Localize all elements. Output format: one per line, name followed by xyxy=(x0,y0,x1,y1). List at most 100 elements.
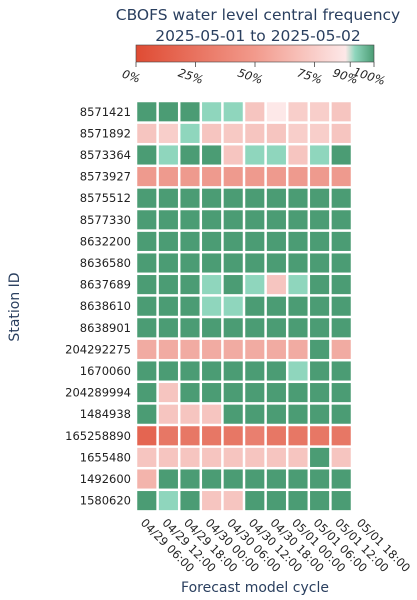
heatmap-cell xyxy=(180,231,200,251)
heatmap-cell xyxy=(180,188,200,208)
heatmap-cell xyxy=(245,231,265,251)
heatmap-cell xyxy=(180,339,200,359)
heatmap-cell xyxy=(331,383,351,403)
heatmap-cell xyxy=(331,469,351,489)
heatmap-cell xyxy=(266,339,286,359)
heatmap-cell xyxy=(288,275,308,295)
heatmap-cell xyxy=(310,339,330,359)
heatmap-cell xyxy=(223,404,243,424)
heatmap-cell xyxy=(245,123,265,143)
heatmap-cell xyxy=(245,102,265,122)
colorbar-tick-label: 75% xyxy=(295,66,324,87)
heatmap-cell xyxy=(180,383,200,403)
heatmap-cell xyxy=(310,123,330,143)
heatmap-cell xyxy=(223,296,243,316)
heatmap-cell xyxy=(158,253,178,273)
heatmap-cell xyxy=(288,318,308,338)
heatmap-cell xyxy=(137,383,157,403)
y-tick-label: 8571892 xyxy=(80,126,131,140)
heatmap-cell xyxy=(137,469,157,489)
heatmap-cell xyxy=(331,339,351,359)
heatmap-cell xyxy=(202,404,222,424)
heatmap-cell xyxy=(245,447,265,467)
heatmap-cell xyxy=(266,275,286,295)
heatmap-cell xyxy=(223,383,243,403)
heatmap-cell xyxy=(310,102,330,122)
heatmap-cell xyxy=(180,491,200,511)
heatmap-cell xyxy=(158,231,178,251)
heatmap-cell xyxy=(180,447,200,467)
heatmap-cell xyxy=(158,469,178,489)
heatmap-cell xyxy=(158,447,178,467)
heatmap-cell xyxy=(310,318,330,338)
heatmap-cell xyxy=(266,361,286,381)
heatmap-cell xyxy=(223,123,243,143)
heatmap-cell xyxy=(288,361,308,381)
heatmap-cell xyxy=(137,296,157,316)
heatmap-cell xyxy=(158,339,178,359)
heatmap-cell xyxy=(310,296,330,316)
y-tick-label: 8575512 xyxy=(80,191,131,205)
y-tick-label: 8577330 xyxy=(80,213,131,227)
heatmap-cell xyxy=(202,123,222,143)
colorbar-tick-label: 50% xyxy=(236,66,265,87)
heatmap-cell xyxy=(223,447,243,467)
heatmap-cell xyxy=(158,426,178,446)
heatmap-cell xyxy=(266,318,286,338)
heatmap-cell xyxy=(288,339,308,359)
heatmap-cell xyxy=(288,123,308,143)
heatmap-cell xyxy=(223,426,243,446)
heatmap-cell xyxy=(180,296,200,316)
heatmap-cell xyxy=(288,253,308,273)
heatmap-cell xyxy=(180,102,200,122)
heatmap-cell xyxy=(266,296,286,316)
heatmap-cell xyxy=(288,102,308,122)
heatmap-cell xyxy=(180,123,200,143)
heatmap-cell xyxy=(202,253,222,273)
heatmap-cell xyxy=(266,447,286,467)
heatmap-cell xyxy=(266,231,286,251)
heatmap-cell xyxy=(158,404,178,424)
y-tick-label: 8573927 xyxy=(80,170,131,184)
heatmap-cell xyxy=(137,491,157,511)
heatmap-cell xyxy=(137,275,157,295)
heatmap-cell xyxy=(331,318,351,338)
y-tick-label: 8632200 xyxy=(80,234,131,248)
heatmap-cell xyxy=(245,383,265,403)
heatmap-cell xyxy=(202,102,222,122)
heatmap-cell xyxy=(202,210,222,230)
heatmap-cell xyxy=(310,426,330,446)
heatmap-cell xyxy=(288,296,308,316)
heatmap-cell xyxy=(310,447,330,467)
heatmap-cell xyxy=(245,426,265,446)
y-tick-label: 1670060 xyxy=(80,364,131,378)
heatmap-cell xyxy=(331,426,351,446)
heatmap-cell xyxy=(137,123,157,143)
heatmap-cell xyxy=(202,145,222,165)
heatmap-cell xyxy=(180,167,200,187)
heatmap-cell xyxy=(158,296,178,316)
heatmap-cell xyxy=(137,167,157,187)
y-axis-ticks: 8571421 8571892 8573364 8573927 8575512 85773… xyxy=(65,105,131,508)
colorbar-tick-label: 0% xyxy=(120,67,142,86)
heatmap-cell xyxy=(245,339,265,359)
heatmap-cell xyxy=(331,447,351,467)
heatmap-cell xyxy=(137,253,157,273)
heatmap-cell xyxy=(310,210,330,230)
y-tick-label: 1655480 xyxy=(80,450,131,464)
heatmap-cell xyxy=(310,275,330,295)
heatmap-cell xyxy=(137,210,157,230)
heatmap-cell xyxy=(223,145,243,165)
heatmap-cell xyxy=(288,426,308,446)
heatmap-cell xyxy=(331,145,351,165)
heatmap-cell xyxy=(158,145,178,165)
chart-title-line-2: 2025-05-01 to 2025-05-02 xyxy=(155,27,361,45)
colorbar-tick-label: 25% xyxy=(176,66,205,87)
heatmap-cell xyxy=(310,231,330,251)
heatmap-cell xyxy=(137,318,157,338)
heatmap-cell xyxy=(288,188,308,208)
heatmap-cell xyxy=(223,339,243,359)
heatmap-cell xyxy=(223,188,243,208)
